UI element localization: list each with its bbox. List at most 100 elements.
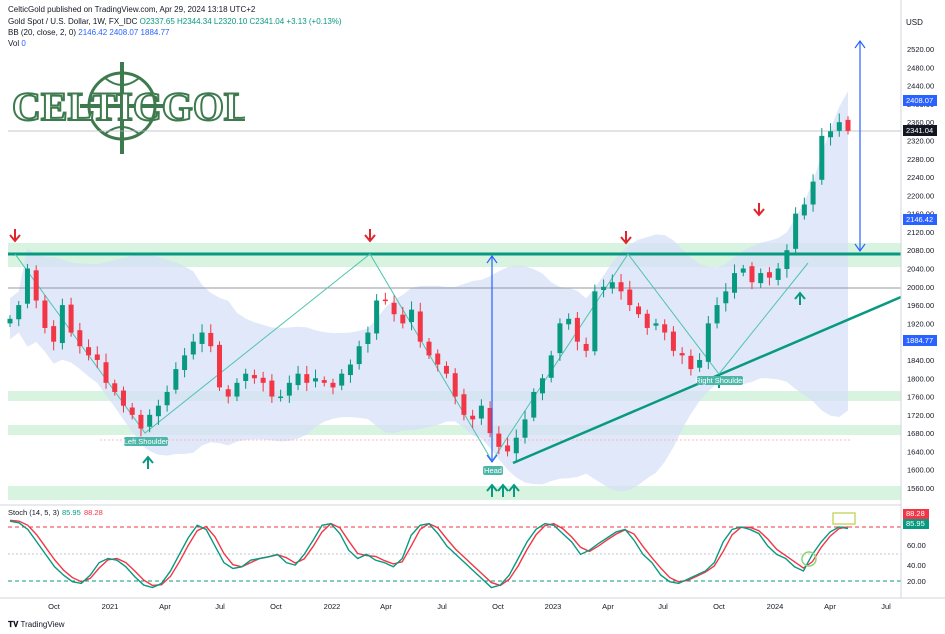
candle-body — [793, 213, 799, 249]
candle-body — [828, 131, 834, 138]
bb-legend[interactable]: BB (20, close, 2, 0) 2146.42 2408.07 188… — [8, 27, 169, 38]
support-zone-1560 — [8, 486, 901, 500]
price-tick-2: 2440.00 — [907, 82, 934, 91]
bb-values: 2146.42 2408.07 1884.77 — [78, 28, 170, 37]
red-down-arrow-4 — [753, 203, 765, 217]
time-tick-7: Jul — [437, 602, 447, 611]
candle-body — [496, 433, 502, 447]
support-zone-1690 — [8, 425, 901, 435]
green-up-arrow-4 — [794, 291, 806, 305]
candle-body — [583, 343, 589, 351]
celticgold-logo: CELTICGOLD — [10, 58, 281, 158]
candle-body — [313, 378, 319, 382]
candle-body — [278, 396, 284, 399]
candle-body — [845, 119, 851, 131]
candle-body — [609, 282, 615, 289]
stoch-k-line — [9, 520, 849, 589]
logo-text: CELTICGOLD — [12, 84, 245, 129]
time-tick-9: 2023 — [545, 602, 562, 611]
symbol-info: Gold Spot / U.S. Dollar, 1W, FX_IDC O233… — [8, 16, 342, 27]
candle-body — [513, 437, 519, 454]
candle-body — [173, 369, 179, 390]
candle-body — [740, 268, 746, 273]
bb-label: BB (20, close, 2, 0) — [8, 28, 77, 37]
time-axis[interactable]: Oct 2021 Apr Jul Oct 2022 Apr Jul Oct 2023 Apr Jul O… — [48, 602, 891, 611]
candle-body — [7, 318, 13, 324]
stoch-d-tag-text: 88.28 — [906, 509, 925, 518]
target-measure-arrowheads — [854, 39, 866, 253]
candle-body — [234, 382, 240, 397]
candle-body — [531, 391, 537, 418]
candle-body — [705, 323, 711, 362]
stoch-highlight-box — [832, 512, 856, 525]
tradingview-footer[interactable]: 𝐓𝐕 TradingView — [8, 620, 65, 630]
lower-band-tag — [903, 335, 937, 346]
candle-body — [732, 273, 738, 293]
time-tick-8: Oct — [492, 602, 505, 611]
candle-body — [452, 373, 458, 397]
stoch-d-value: 88.28 — [84, 508, 103, 517]
candle-body — [155, 405, 161, 417]
price-tick-13: 2000.00 — [907, 283, 934, 292]
price-axis[interactable]: 2520.002480.002440.002400.002360.002320.… — [907, 45, 934, 493]
green-up-arrow-head-2 — [497, 483, 509, 497]
price-tick-5: 2320.00 — [907, 136, 934, 145]
candle-body — [426, 341, 432, 356]
upper-band-tag-text: 2408.07 — [906, 96, 933, 105]
candle-body — [321, 380, 327, 383]
candle-body — [601, 286, 607, 290]
candle-body — [435, 353, 441, 365]
time-tick-11: Jul — [658, 602, 668, 611]
candle-body — [190, 341, 196, 355]
candle-body — [557, 323, 563, 354]
stoch-label: Stoch (14, 5, 3) — [8, 508, 60, 517]
stoch-k-tag — [903, 519, 929, 529]
candle-body — [138, 414, 144, 429]
vol-legend[interactable]: Vol 0 — [8, 38, 26, 49]
red-down-arrow-2 — [364, 229, 376, 243]
price-tick-0: 2520.00 — [907, 45, 934, 54]
candle-body — [758, 273, 764, 284]
candle-body — [679, 353, 685, 356]
time-tick-4: Oct — [270, 602, 283, 611]
price-tick-20: 1720.00 — [907, 411, 934, 420]
candle-body — [723, 291, 729, 304]
candle-body — [68, 304, 74, 333]
candle-body — [112, 383, 118, 392]
candle-body — [697, 359, 703, 368]
currency-label: USD — [906, 18, 923, 27]
time-tick-15: Jul — [881, 602, 891, 611]
red-down-arrow-3 — [620, 231, 632, 245]
candle-body — [347, 364, 353, 376]
candle-body — [749, 266, 755, 283]
candles — [7, 113, 851, 462]
price-tick-8: 2200.00 — [907, 191, 934, 200]
last-price-tag-text: 2341.04 — [906, 126, 933, 135]
candle-body — [810, 181, 816, 205]
price-tick-10: 2120.00 — [907, 228, 934, 237]
time-tick-10: Apr — [602, 602, 614, 611]
candle-body — [688, 355, 694, 370]
candle-body — [836, 122, 842, 131]
candle-body — [304, 374, 310, 383]
candle-body — [461, 394, 467, 415]
price-tick-11: 2080.00 — [907, 246, 934, 255]
candle-body — [51, 326, 57, 342]
candle-body — [819, 135, 825, 180]
green-up-arrow-head-1 — [486, 483, 498, 497]
candle-body — [330, 382, 336, 388]
right-shoulder-label: Right Shoulder — [695, 376, 745, 385]
mid-band-tag — [903, 214, 937, 225]
vol-label: Vol — [8, 39, 20, 48]
time-tick-14: Apr — [824, 602, 836, 611]
time-tick-1: 2021 — [102, 602, 119, 611]
candle-body — [775, 268, 781, 280]
ohlc-values: O2337.65 H2344.34 L2320.10 C2341.04 +3.1… — [139, 17, 342, 26]
tradingview-brand: TradingView — [20, 620, 65, 629]
candle-body — [103, 362, 109, 383]
price-tick-22: 1640.00 — [907, 447, 934, 456]
candle-body — [574, 317, 580, 342]
candle-body — [365, 332, 371, 344]
green-up-arrow-head-3 — [508, 483, 520, 497]
